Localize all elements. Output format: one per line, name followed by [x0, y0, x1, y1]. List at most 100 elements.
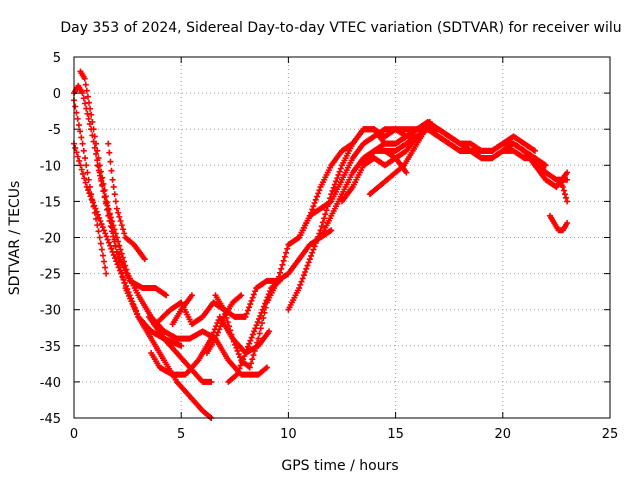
series-track-1 [71, 140, 215, 421]
data-point [267, 288, 274, 295]
data-point [258, 309, 265, 316]
data-point [214, 329, 221, 336]
data-point [337, 165, 344, 172]
data-point [257, 325, 264, 332]
data-point [74, 153, 81, 160]
data-point [319, 219, 326, 226]
data-point [246, 304, 253, 311]
data-point [72, 144, 79, 151]
data-point [99, 252, 106, 259]
data-point [260, 314, 267, 321]
data-point [98, 177, 105, 184]
data-point [264, 294, 271, 301]
data-point [77, 128, 84, 135]
data-point [79, 90, 86, 97]
data-point [95, 167, 102, 174]
data-point [260, 303, 267, 310]
data-point [284, 245, 291, 252]
data-point [105, 206, 112, 213]
data-point [112, 230, 119, 237]
data-point [94, 147, 101, 154]
data-point [247, 301, 254, 308]
y-tick-label: -30 [40, 304, 61, 319]
data-point [281, 253, 288, 260]
data-point [247, 337, 254, 344]
data-point [312, 240, 319, 247]
data-point [120, 274, 127, 281]
data-point [327, 228, 334, 235]
series-track-8 [146, 313, 185, 349]
data-point [79, 140, 86, 147]
data-point [318, 223, 325, 230]
data-point [262, 300, 269, 307]
data-point [91, 133, 98, 140]
data-point [232, 341, 239, 348]
data-point [306, 212, 313, 219]
data-point [336, 168, 343, 175]
data-point [86, 183, 93, 190]
data-point [93, 140, 100, 147]
data-point [81, 75, 88, 82]
data-point [233, 344, 240, 351]
data-point [316, 187, 323, 194]
data-point [111, 191, 118, 198]
data-point [531, 147, 538, 154]
data-point [564, 220, 571, 227]
data-point [109, 176, 116, 183]
data-point [564, 198, 571, 205]
y-tick-label: -45 [40, 412, 61, 427]
data-point [305, 259, 312, 266]
data-point [82, 179, 89, 186]
data-point [225, 323, 232, 330]
data-point [248, 360, 255, 367]
data-point [238, 292, 245, 299]
data-point [216, 326, 223, 333]
data-point [120, 226, 127, 233]
data-point [91, 144, 98, 151]
data-point [255, 335, 262, 342]
data-point [110, 183, 117, 190]
y-tick-label: 0 [53, 87, 61, 102]
data-point [276, 277, 283, 284]
data-point [100, 188, 107, 195]
x-axis-label: GPS time / hours [281, 458, 398, 474]
y-axis-label: SDTVAR / TECUs [7, 181, 23, 296]
data-point [90, 203, 97, 210]
data-point [102, 264, 109, 271]
data-point [228, 331, 235, 338]
data-point [249, 294, 256, 301]
data-point [244, 307, 251, 314]
y-tick-label: -15 [40, 195, 61, 210]
data-point [294, 235, 301, 242]
series-track-13 [225, 277, 283, 385]
data-point [117, 246, 124, 253]
data-point [113, 234, 120, 241]
data-point [275, 273, 282, 280]
data-point [72, 103, 79, 110]
data-point [218, 320, 225, 327]
data-point [83, 87, 90, 94]
data-point [309, 206, 316, 213]
data-point [280, 257, 287, 264]
data-point [113, 205, 120, 212]
data-point [315, 190, 322, 197]
data-point [76, 157, 83, 164]
series-track-2 [71, 97, 110, 277]
data-point [250, 291, 257, 298]
data-point [101, 193, 108, 200]
data-point [259, 306, 266, 313]
data-point [212, 335, 219, 342]
data-point [244, 343, 251, 350]
data-point [121, 279, 128, 286]
data-point [118, 222, 125, 229]
data-point [227, 327, 234, 334]
data-point [163, 292, 170, 299]
data-point [230, 338, 237, 345]
data-point [322, 211, 329, 218]
data-point [302, 268, 309, 275]
data-point [106, 149, 113, 156]
data-point [237, 362, 244, 369]
y-tick-label: -20 [40, 232, 61, 247]
data-point [98, 221, 105, 228]
